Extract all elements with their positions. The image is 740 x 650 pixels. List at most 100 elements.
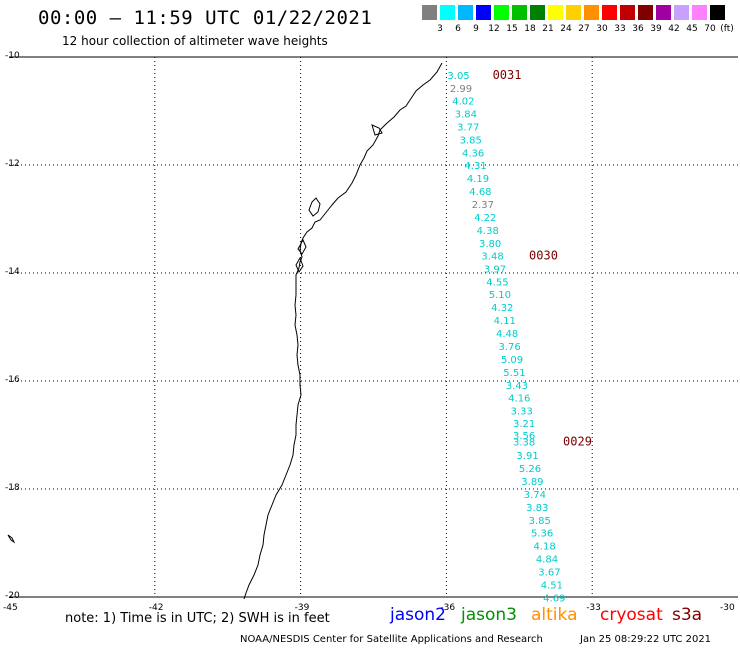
coastline-fragment: [7, 534, 16, 544]
wave-height-reading: 3.91: [516, 451, 538, 462]
wave-height-reading: 3.76: [498, 342, 520, 353]
wave-height-reading: 3.89: [521, 477, 543, 488]
wave-height-reading: 4.19: [467, 174, 489, 185]
scale-label: 33: [614, 24, 626, 34]
wave-height-reading: 4.11: [494, 316, 516, 327]
scale-label: 36: [632, 24, 644, 34]
scale-swatch: [512, 5, 527, 20]
scale-swatch: [674, 5, 689, 20]
wave-height-reading: 4.32: [491, 303, 513, 314]
wave-height-reading: 3.83: [526, 503, 548, 514]
wave-height-reading: 3.67: [538, 568, 560, 579]
wave-height-reading: 4.51: [541, 581, 563, 592]
latitude-label: -10: [5, 51, 20, 61]
map-title: 00:00 – 11:59 UTC 01/22/2021: [38, 7, 373, 29]
wave-height-reading: 3.33: [511, 407, 533, 418]
pass-number-label: 0030: [529, 249, 558, 263]
wave-height-reading: 5.26: [519, 464, 541, 475]
scale-label: 3: [437, 24, 443, 34]
satellite-legend-item: s3a: [672, 605, 703, 625]
wave-height-reading: 5.10: [489, 290, 511, 301]
pass-labels: 0031 0030 0029: [493, 68, 592, 449]
wave-height-reading: 4.55: [486, 278, 508, 289]
longitude-label: -36: [440, 603, 456, 613]
scale-label: 39: [650, 24, 662, 34]
wave-height-reading: 5.51: [503, 368, 525, 379]
wave-height-reading: 4.02: [452, 97, 474, 108]
latitude-label: -16: [5, 375, 20, 385]
longitude-label: -42: [148, 603, 164, 613]
coastline: [243, 62, 443, 600]
scale-label: 42: [668, 24, 680, 34]
scale-swatch: [638, 5, 653, 20]
wave-height-reading: 4.68: [469, 187, 491, 198]
scale-swatch: [620, 5, 635, 20]
scale-unit: (ft): [720, 24, 734, 34]
latitude-label: -12: [5, 159, 20, 169]
footnote: note: 1) Time is in UTC; 2) SWH is in fe…: [65, 611, 330, 626]
scale-label: 24: [560, 24, 572, 34]
wave-height-reading: 3.77: [457, 123, 479, 134]
scale-swatch: [530, 5, 545, 20]
wave-height-reading: 5.36: [531, 529, 553, 540]
satellite-legend-item: jason3: [461, 605, 517, 625]
longitude-label: -33: [586, 603, 601, 613]
pass-number-label: 0029: [563, 434, 592, 448]
lat-lon-grid: [9, 56, 738, 598]
wave-height-reading: 4.18: [533, 542, 555, 553]
scale-label: 70: [704, 24, 716, 34]
wave-height-reading: 2.99: [450, 84, 472, 95]
latitude-label: -18: [5, 483, 20, 493]
longitude-label: -39: [294, 603, 310, 613]
wave-height-reading: 4.84: [536, 555, 558, 566]
wave-height-reading: 3.05: [447, 71, 469, 82]
credit-line: NOAA/NESDIS Center for Satellite Applica…: [240, 634, 543, 645]
scale-label: 30: [596, 24, 608, 34]
satellite-legend-item: jason2: [390, 605, 446, 625]
latitude-label: -14: [5, 267, 20, 277]
wave-height-reading: 3.80: [479, 239, 501, 250]
satellite-legend-item: cryosat: [600, 605, 663, 625]
wave-height-reading: 3.43: [506, 381, 528, 392]
satellite-legend-item: altika: [531, 605, 578, 625]
longitude-label: -30: [720, 603, 735, 613]
wave-height-reading: 3.74: [524, 490, 546, 501]
scale-label: 45: [686, 24, 698, 34]
wave-height-reading: 4.36: [462, 149, 484, 160]
scale-swatch: [566, 5, 581, 20]
wave-height-reading: 3.97: [484, 265, 506, 276]
wave-height-reading: 3.84: [455, 110, 477, 121]
wave-height-reading: 4.69: [543, 594, 565, 605]
scale-label: 15: [506, 24, 518, 34]
scale-swatch: [494, 5, 509, 20]
scale-swatch: [602, 5, 617, 20]
wave-height-reading: 3.38: [513, 437, 535, 448]
wave-height-reading: 4.38: [477, 226, 499, 237]
scale-swatch: [548, 5, 563, 20]
wave-height-reading: 3.21: [513, 419, 535, 430]
wave-height-reading: 3.85: [529, 516, 551, 527]
scale-label: 21: [542, 24, 554, 34]
scale-swatch: [692, 5, 707, 20]
wave-height-reading: 4.31: [464, 161, 486, 172]
pass-number-label: 0031: [493, 68, 522, 82]
wave-height-reading: 3.48: [481, 252, 503, 263]
generation-timestamp: Jan 25 08:29:22 UTC 2021: [580, 634, 712, 645]
latitude-label: -20: [5, 591, 20, 601]
map-subtitle: 12 hour collection of altimeter wave hei…: [62, 34, 328, 48]
scale-swatch: [422, 5, 437, 20]
scale-swatch: [476, 5, 491, 20]
longitude-label: -45: [3, 603, 18, 613]
scale-label: 18: [524, 24, 536, 34]
scale-swatch: [440, 5, 455, 20]
scale-swatch: [656, 5, 671, 20]
wave-observations: 3.05 2.99 4.02 3.84 3.77 3.85 4.364.31 4.19 4.68…: [447, 71, 565, 605]
wave-height-reading: 2.37: [472, 200, 494, 211]
scale-label: 12: [488, 24, 500, 34]
scale-swatch: [584, 5, 599, 20]
wave-height-reading: 3.85: [460, 136, 482, 147]
wave-height-reading: 3.56: [513, 431, 535, 442]
wave-height-reading: 4.48: [496, 329, 518, 340]
wave-height-reading: 4.16: [508, 394, 530, 405]
